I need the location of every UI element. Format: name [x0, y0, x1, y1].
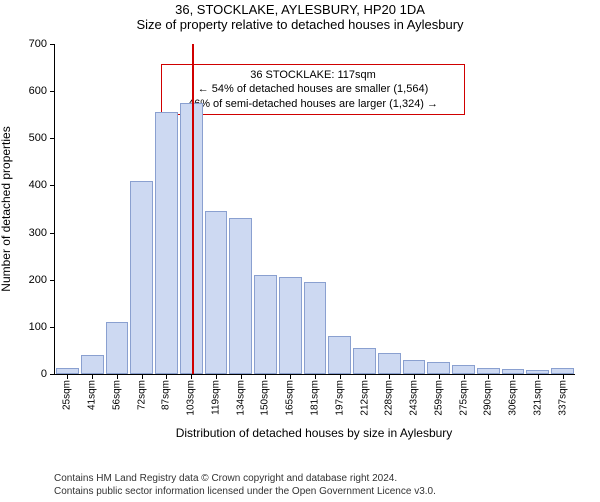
xtick-label: 25sqm — [62, 380, 73, 410]
plot-area: 36 STOCKLAKE: 117sqm ← 54% of detached h… — [54, 44, 575, 375]
xtick-line — [241, 374, 242, 379]
histogram-bar — [254, 275, 277, 374]
y-axis-label: Number of detached properties — [0, 126, 13, 291]
info-line-2: ← 54% of detached houses are smaller (1,… — [168, 82, 458, 96]
histogram-bar — [427, 362, 450, 374]
chart-container: Number of detached properties 36 STOCKLA… — [0, 34, 600, 454]
xtick-line — [389, 374, 390, 379]
xtick-line — [315, 374, 316, 379]
page-title-line1: 36, STOCKLAKE, AYLESBURY, HP20 1DA — [0, 2, 600, 17]
xtick-line — [67, 374, 68, 379]
xtick-label: 275sqm — [458, 380, 469, 416]
xtick-line — [290, 374, 291, 379]
xtick-label: 337sqm — [557, 380, 568, 416]
xtick-label: 181sqm — [310, 380, 321, 416]
ytick-label: 0 — [41, 368, 47, 380]
xtick-label: 56sqm — [111, 380, 122, 410]
xtick-label: 134sqm — [235, 380, 246, 416]
xtick-line — [439, 374, 440, 379]
histogram-bar — [155, 112, 178, 374]
xtick-label: 165sqm — [285, 380, 296, 416]
ytick-line — [50, 91, 55, 92]
ytick-line — [50, 44, 55, 45]
info-line-3: 46% of semi-detached houses are larger (… — [168, 97, 458, 111]
footer: Contains HM Land Registry data © Crown c… — [54, 473, 436, 498]
xtick-label: 228sqm — [384, 380, 395, 416]
xtick-line — [513, 374, 514, 379]
ytick-label: 600 — [29, 85, 47, 97]
ytick-label: 500 — [29, 132, 47, 144]
footer-line-2: Contains public sector information licen… — [54, 486, 436, 499]
histogram-bar — [304, 282, 327, 374]
xtick-label: 306sqm — [508, 380, 519, 416]
histogram-bar — [205, 211, 228, 374]
marker-line — [192, 44, 194, 374]
ytick-label: 200 — [29, 274, 47, 286]
ytick-line — [50, 374, 55, 375]
xtick-line — [414, 374, 415, 379]
xtick-label: 243sqm — [409, 380, 420, 416]
histogram-bar — [378, 353, 401, 374]
histogram-bar — [81, 355, 104, 374]
ytick-line — [50, 280, 55, 281]
xtick-label: 321sqm — [532, 380, 543, 416]
histogram-bar — [229, 218, 252, 374]
ytick-line — [50, 138, 55, 139]
xtick-label: 72sqm — [136, 380, 147, 410]
ytick-label: 300 — [29, 227, 47, 239]
histogram-bar — [180, 103, 203, 374]
info-box: 36 STOCKLAKE: 117sqm ← 54% of detached h… — [161, 64, 465, 115]
xtick-line — [464, 374, 465, 379]
ytick-label: 700 — [29, 38, 47, 50]
xtick-line — [340, 374, 341, 379]
histogram-bar — [279, 277, 302, 374]
ytick-label: 400 — [29, 179, 47, 191]
histogram-bar — [130, 181, 153, 374]
xtick-label: 87sqm — [161, 380, 172, 410]
xtick-line — [92, 374, 93, 379]
x-axis-label: Distribution of detached houses by size … — [54, 426, 574, 440]
histogram-bar — [403, 360, 426, 374]
xtick-label: 103sqm — [186, 380, 197, 416]
xtick-line — [191, 374, 192, 379]
xtick-label: 150sqm — [260, 380, 271, 416]
xtick-label: 41sqm — [87, 380, 98, 410]
footer-line-1: Contains HM Land Registry data © Crown c… — [54, 473, 436, 486]
xtick-line — [166, 374, 167, 379]
histogram-bar — [328, 336, 351, 374]
xtick-label: 259sqm — [433, 380, 444, 416]
xtick-line — [142, 374, 143, 379]
xtick-label: 290sqm — [483, 380, 494, 416]
xtick-label: 212sqm — [359, 380, 370, 416]
xtick-line — [216, 374, 217, 379]
ytick-line — [50, 185, 55, 186]
xtick-line — [563, 374, 564, 379]
page-title-line2: Size of property relative to detached ho… — [0, 17, 600, 32]
xtick-line — [538, 374, 539, 379]
xtick-line — [488, 374, 489, 379]
ytick-label: 100 — [29, 321, 47, 333]
ytick-line — [50, 233, 55, 234]
xtick-label: 119sqm — [210, 380, 221, 415]
xtick-line — [265, 374, 266, 379]
ytick-line — [50, 327, 55, 328]
xtick-line — [117, 374, 118, 379]
histogram-bar — [353, 348, 376, 374]
info-line-1: 36 STOCKLAKE: 117sqm — [168, 68, 458, 82]
xtick-line — [365, 374, 366, 379]
histogram-bar — [106, 322, 129, 374]
xtick-label: 197sqm — [334, 380, 345, 416]
histogram-bar — [452, 365, 475, 374]
